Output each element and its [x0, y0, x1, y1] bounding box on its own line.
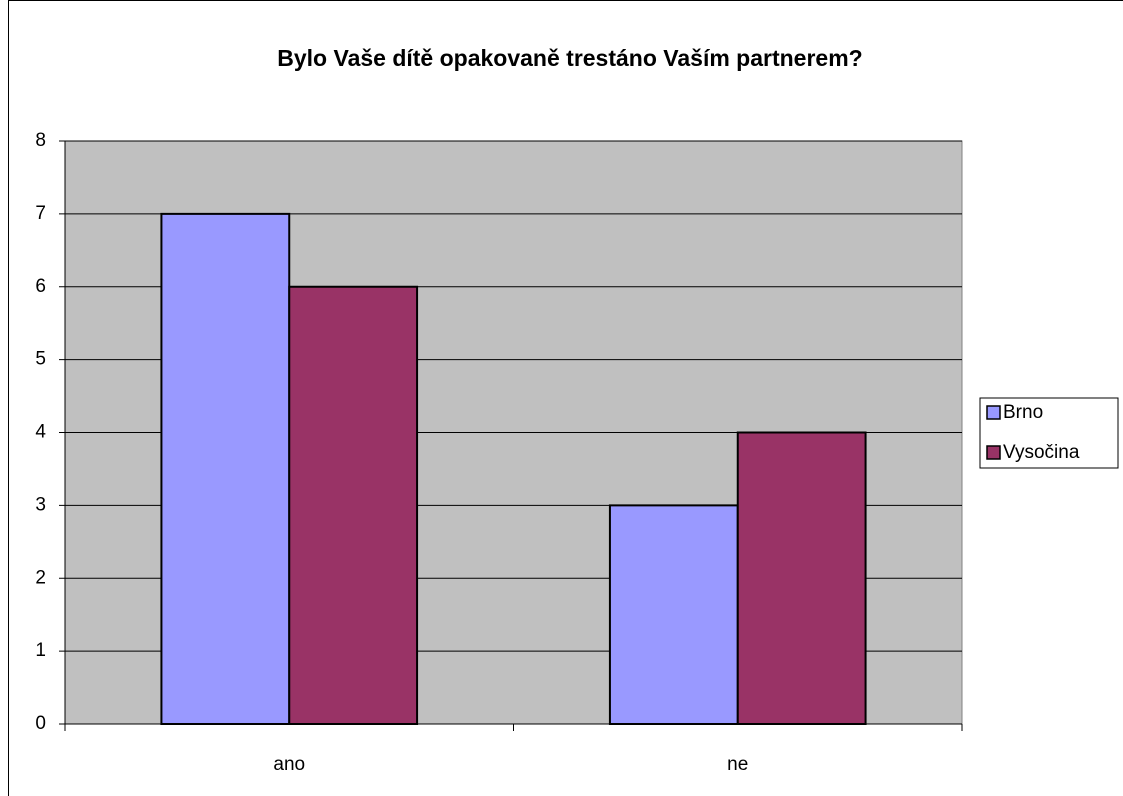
y-tick-label: 5: [35, 349, 46, 370]
legend-box: [979, 397, 1119, 469]
y-tick-label: 3: [35, 494, 46, 515]
y-tick-label: 6: [35, 276, 46, 297]
legend-swatch: [986, 445, 1001, 460]
chart-title: Bylo Vaše dítě opakovaně trestáno Vaším …: [277, 45, 862, 71]
legend-label: Brno: [1003, 402, 1043, 423]
y-tick-label: 8: [35, 130, 46, 151]
x-tick-label: ano: [273, 754, 305, 775]
bar: [736, 431, 867, 725]
legend-label: Vysočina: [1003, 442, 1080, 463]
legend-swatch: [986, 405, 1001, 420]
y-tick-label: 7: [35, 203, 46, 224]
bar: [288, 285, 419, 725]
y-tick-label: 0: [35, 713, 46, 734]
y-tick-label: 2: [35, 567, 46, 588]
y-tick-label: 1: [35, 640, 46, 661]
bar: [608, 504, 739, 725]
bar: [160, 212, 291, 725]
y-tick-label: 4: [35, 422, 46, 443]
x-tick-label: ne: [727, 754, 748, 775]
